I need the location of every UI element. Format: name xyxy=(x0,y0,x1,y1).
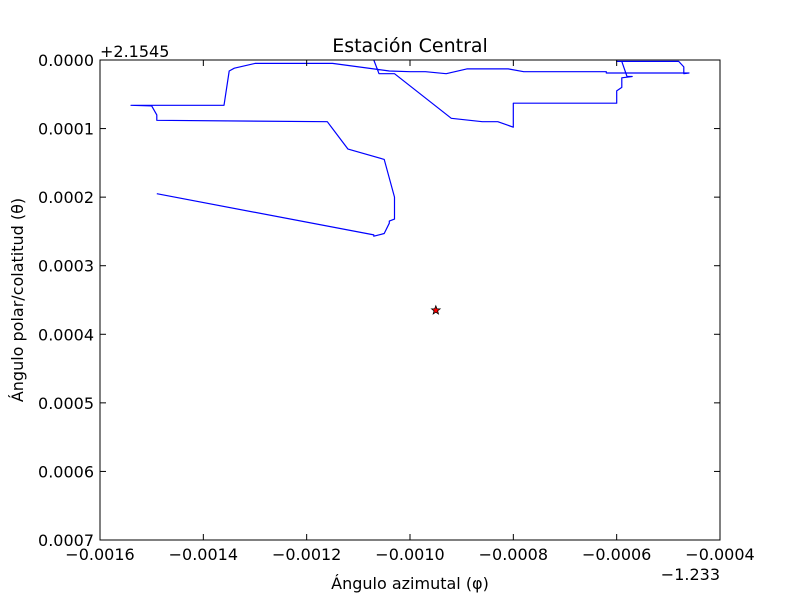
boundary-line xyxy=(130,59,690,237)
y-tick-label: 0.0006 xyxy=(38,462,94,481)
series-layer xyxy=(130,59,690,315)
x-tick-label: −0.0004 xyxy=(685,545,754,564)
x-tick-label: −0.0016 xyxy=(65,545,134,564)
y-tick-label: 0.0003 xyxy=(38,257,94,276)
y-tick-label: 0.0005 xyxy=(38,394,94,413)
y-tick-label: 0.0004 xyxy=(38,325,94,344)
x-tick-label: −0.0014 xyxy=(169,545,238,564)
y-axis-label: Ángulo polar/colatitud (θ) xyxy=(8,198,27,402)
x-tick-label: −0.0012 xyxy=(272,545,341,564)
x-axis-label: Ángulo azimutal (φ) xyxy=(331,574,489,593)
x-tick-label: −0.0006 xyxy=(582,545,651,564)
chart-title: Estación Central xyxy=(332,35,488,57)
x-axis-ticks: −0.0016 −0.0014 −0.0012 −0.0010 −0.0008 −0.00… xyxy=(65,60,755,564)
x-tick-label: −0.0010 xyxy=(375,545,444,564)
y-tick-label: 0.0001 xyxy=(38,120,94,139)
y-tick-label: 0.0000 xyxy=(38,51,94,70)
x-tick-label: −0.0008 xyxy=(479,545,548,564)
center-star-marker xyxy=(430,304,442,315)
y-axis-ticks: 0.0000 0.0001 0.0002 0.0003 0.0004 0.0005 0.00… xyxy=(38,51,720,550)
y-axis-offset: +2.1545 xyxy=(100,42,169,61)
y-tick-label: 0.0007 xyxy=(38,531,94,550)
x-axis-offset: −1.233 xyxy=(661,565,720,584)
plot-area xyxy=(100,60,720,540)
y-tick-label: 0.0002 xyxy=(38,188,94,207)
